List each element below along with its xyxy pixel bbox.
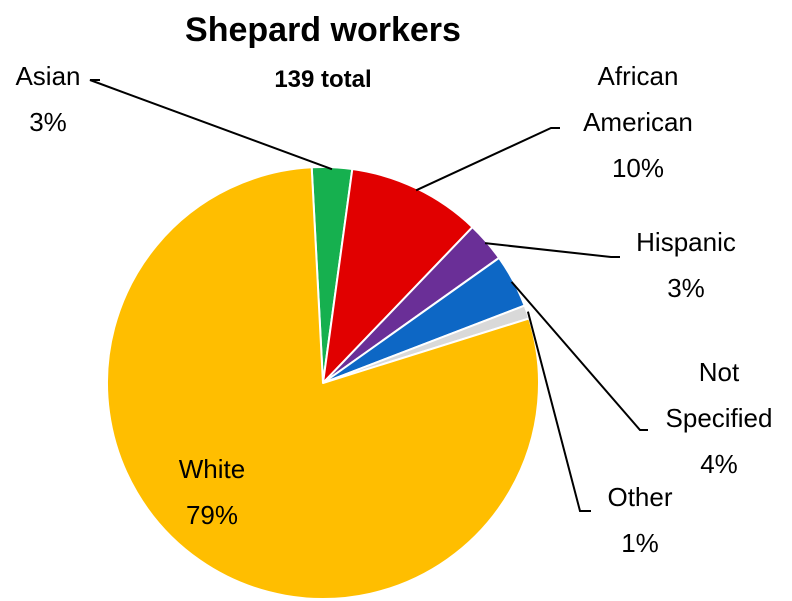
pie-slices <box>106 166 540 600</box>
leader-line-not-specified <box>510 281 648 431</box>
slice-percent-african-american: 10% <box>612 153 664 183</box>
chart-subtitle: 139 total <box>274 66 371 93</box>
slice-name-not-specified: Not <box>699 357 740 387</box>
slice-percent-other: 1% <box>621 528 659 558</box>
leader-line-asian <box>89 79 333 171</box>
slice-name-african-american: African <box>598 61 679 91</box>
slice-name-hispanic: Hispanic <box>636 227 736 257</box>
slice-percent-not-specified: 4% <box>700 449 738 479</box>
slice-name-not-specified: Specified <box>666 403 773 433</box>
slice-label-asian: Asian 3% <box>15 61 80 137</box>
slice-label-other: Other 1% <box>607 482 672 558</box>
slice-label-hispanic: Hispanic 3% <box>636 227 736 303</box>
pie-slice-african-american <box>322 167 474 384</box>
slice-name-african-american: American <box>583 107 693 137</box>
slice-percent-hispanic: 3% <box>667 273 705 303</box>
pie-slice-white <box>106 166 540 600</box>
slice-percent-asian: 3% <box>29 107 67 137</box>
slice-label-not-specified: Not Specified 4% <box>666 357 773 479</box>
slice-label-white: White 79% <box>179 454 245 530</box>
slice-name-white: White <box>179 454 245 484</box>
slice-name-asian: Asian <box>15 61 80 91</box>
slice-labels: Asian 3% African American 10% Hispanic 3% Not Sp… <box>15 61 772 558</box>
leader-line-hispanic <box>484 242 620 258</box>
leader-line-other <box>526 311 591 512</box>
leader-lines <box>89 79 648 512</box>
leader-line-african-american <box>415 127 560 192</box>
slice-percent-white: 79% <box>186 500 238 530</box>
slice-label-african-american: African American 10% <box>583 61 693 183</box>
slice-name-other: Other <box>607 482 672 512</box>
chart-title: Shepard workers <box>185 11 461 49</box>
